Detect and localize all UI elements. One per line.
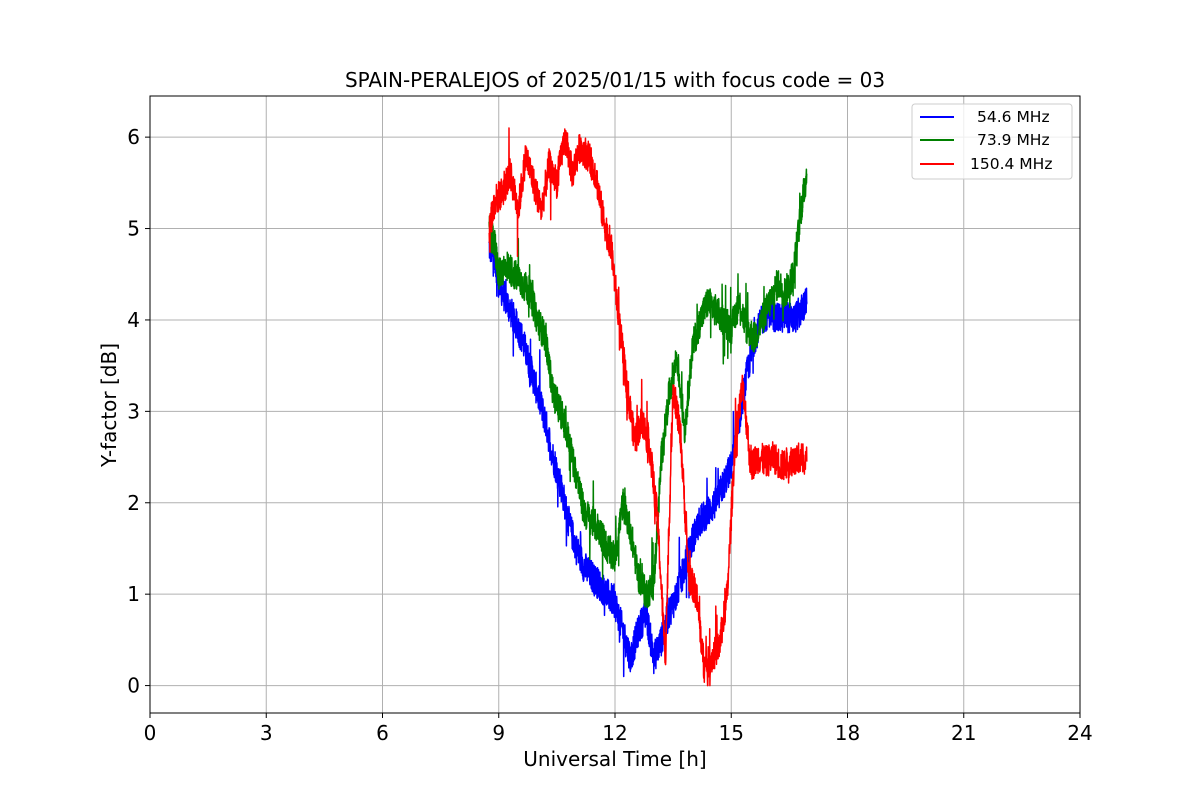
y-tick-label: 5	[127, 217, 140, 241]
chart-title: SPAIN-PERALEJOS of 2025/01/15 with focus…	[345, 68, 885, 92]
x-tick-label: 24	[1067, 721, 1092, 745]
y-axis-label: Y-factor [dB]	[97, 343, 121, 468]
x-tick-label: 15	[719, 721, 744, 745]
y-tick-label: 6	[127, 125, 140, 149]
x-tick-label: 21	[951, 721, 976, 745]
x-tick-label: 6	[376, 721, 389, 745]
x-tick-label: 0	[144, 721, 157, 745]
legend-label-54-6: 54.6 MHz	[977, 108, 1050, 126]
series-layer	[488, 127, 808, 687]
y-tick-label: 4	[127, 308, 140, 332]
x-ticks: 0 3 6 9 12 15 18 21 24	[144, 713, 1093, 745]
x-tick-label: 3	[260, 721, 273, 745]
legend-box	[911, 103, 1073, 180]
series-line-150-4-mhz	[488, 127, 808, 687]
x-tick-label: 18	[835, 721, 860, 745]
x-axis-label: Universal Time [h]	[523, 747, 706, 771]
series-line-73-9-mhz	[488, 168, 808, 609]
y-ticks: 0 1 2 3 4 5 6	[127, 125, 150, 698]
x-tick-label: 9	[492, 721, 505, 745]
y-tick-label: 3	[127, 399, 140, 423]
legend-label-73-9: 73.9 MHz	[977, 131, 1050, 149]
y-tick-label: 0	[127, 674, 140, 698]
x-tick-label: 12	[602, 721, 627, 745]
legend: 54.6 MHz 73.9 MHz 150.4 MHz	[911, 103, 1073, 180]
y-tick-label: 1	[127, 582, 140, 606]
legend-label-150-4: 150.4 MHz	[970, 155, 1052, 173]
y-tick-label: 2	[127, 491, 140, 515]
